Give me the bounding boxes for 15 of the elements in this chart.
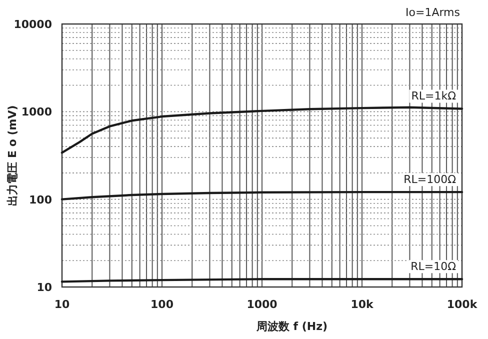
text: Io=1Arms [406, 6, 460, 19]
x-tick-label: 1000 [246, 298, 278, 311]
x-tick-label: 100 [150, 298, 174, 311]
x-tick-label: 10 [54, 298, 70, 311]
x-axis-title: 周波数 f (Hz) [255, 320, 328, 333]
y-axis-title: 出力電圧 E o (mV) [6, 105, 19, 206]
series-label: RL=1kΩ [411, 90, 456, 103]
series-label: RL=100Ω [404, 173, 456, 186]
x-tick-label: 10k [350, 298, 374, 311]
y-tick-label: 100 [29, 193, 52, 206]
y-tick-label: 10 [36, 281, 52, 294]
series-label: RL=10Ω [410, 260, 456, 274]
y-tick-label: 10000 [14, 18, 52, 31]
x-tick-label: 100k [446, 298, 478, 311]
y-tick-label: 1000 [21, 106, 52, 119]
